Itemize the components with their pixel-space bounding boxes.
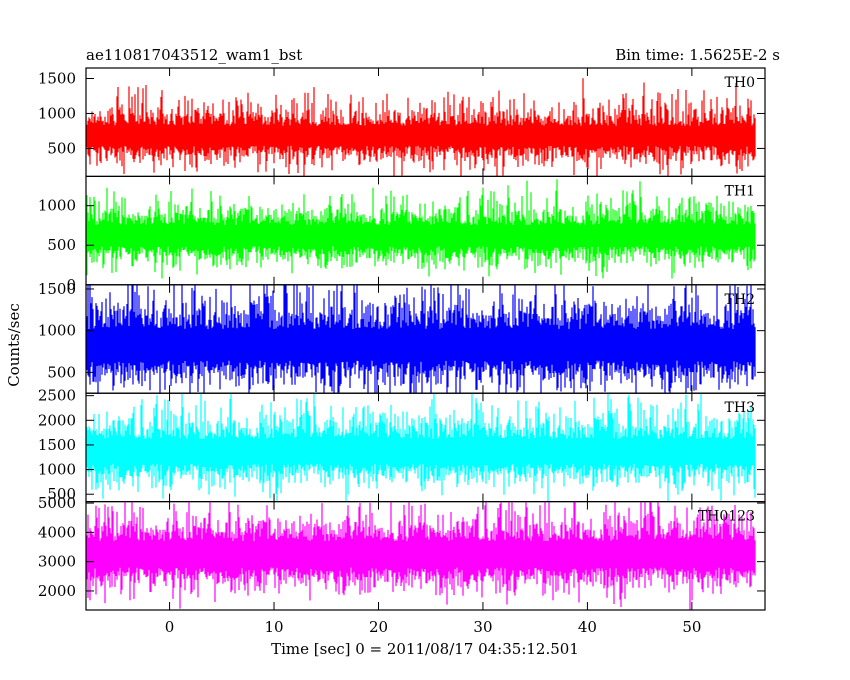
y-tick-label: 3000 (38, 553, 76, 571)
y-tick-label: 2500 (38, 387, 76, 405)
panel-frame (85, 501, 766, 611)
series-th1 (86, 179, 756, 279)
y-tick-label: 2000 (38, 411, 76, 429)
panel-th0123: 2000 3000 4000 5000 TH0123 (38, 494, 766, 611)
panel-th2: 500 1000 1500 TH2 (38, 280, 766, 394)
x-tick-label: 30 (473, 618, 492, 636)
panel-label: TH0123 (698, 509, 755, 525)
y-tick-label: 2000 (38, 582, 76, 600)
y-tick-label: 0 (66, 276, 76, 294)
x-tick-label: 10 (264, 618, 283, 636)
chart-title-left: ae110817043512_wam1_bst (86, 46, 302, 64)
x-tick-label: 20 (369, 618, 388, 636)
series-th0123 (86, 501, 756, 610)
panel-th1: 0 500 1000 TH1 (38, 175, 766, 294)
y-tick-label: 1500 (38, 436, 76, 454)
series-th0 (86, 78, 756, 177)
y-tick-label: 500 (47, 485, 76, 503)
y-tick-label: 1000 (38, 322, 76, 340)
chart-title-right: Bin time: 1.5625E-2 s (615, 46, 780, 64)
y-tick-label: 1500 (38, 69, 76, 87)
x-tick-label: 0 (165, 618, 175, 636)
series-th2 (86, 284, 756, 394)
y-tick-label: 1000 (38, 197, 76, 215)
y-tick-label: 1000 (38, 104, 76, 122)
panel-th3: 500 1000 1500 2000 2500 TH3 (38, 387, 766, 503)
series-th3 (86, 393, 756, 502)
y-tick-label: 500 (47, 236, 76, 254)
x-axis-title: Time [sec] 0 = 2011/08/17 04:35:12.501 (271, 640, 579, 658)
y-tick-label: 500 (47, 363, 76, 381)
y-tick-label: 4000 (38, 523, 76, 541)
y-tick-label: 500 (47, 139, 76, 157)
panel-label: TH2 (725, 292, 755, 308)
x-tick-label: 40 (578, 618, 597, 636)
y-axis-title: Counts/sec (5, 303, 23, 387)
panel-label: TH3 (725, 400, 755, 416)
x-tick-label: 50 (682, 618, 701, 636)
y-tick-label: 1000 (38, 461, 76, 479)
panel-label: TH1 (725, 183, 755, 199)
y-tick-label: 1500 (38, 280, 76, 298)
panel-label: TH0 (725, 75, 755, 91)
panel-th0: 500 1000 1500 TH0 (38, 67, 766, 178)
y-tick-label: 5000 (38, 494, 76, 512)
